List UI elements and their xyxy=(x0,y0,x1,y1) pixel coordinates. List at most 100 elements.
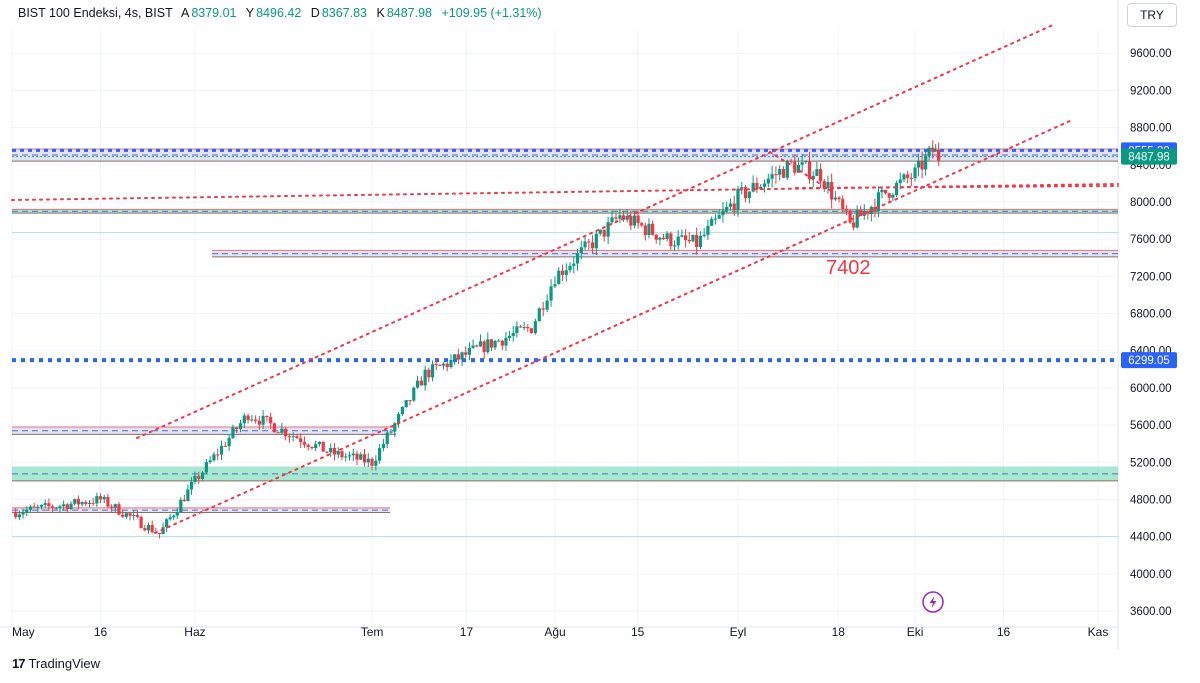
candle-body xyxy=(482,341,486,353)
candle-body xyxy=(95,496,99,504)
candle-body xyxy=(150,525,154,533)
time-tick-label: Ağu xyxy=(544,625,565,639)
candle-body xyxy=(415,380,420,388)
candle-body xyxy=(728,203,733,207)
candle-body xyxy=(770,174,774,179)
price-tag-bg xyxy=(1121,352,1177,369)
candle-body xyxy=(489,339,494,348)
candle-body xyxy=(393,423,397,432)
time-tick-label: Tem xyxy=(361,625,384,639)
candle-body xyxy=(385,432,389,445)
candle-body xyxy=(740,187,744,189)
candle-body xyxy=(404,400,408,408)
candle-body xyxy=(602,229,606,237)
candle-body xyxy=(146,525,151,531)
candle-body xyxy=(427,369,431,378)
time-tick-label: 17 xyxy=(460,625,474,639)
candle-body xyxy=(564,270,568,275)
candle-body xyxy=(17,514,21,518)
tradingview-brand[interactable]: 17 TradingView xyxy=(12,656,100,671)
candle-body xyxy=(464,352,468,355)
candle-body xyxy=(781,169,786,178)
candle-body xyxy=(774,174,778,176)
high-value: 8496.42 xyxy=(256,6,302,20)
candle-body xyxy=(208,460,212,463)
candle-body xyxy=(389,431,393,433)
candle-body xyxy=(643,225,647,236)
candle-body xyxy=(891,194,895,198)
time-tick-label: 15 xyxy=(631,625,645,639)
candle-body xyxy=(614,217,618,219)
candle-body xyxy=(43,503,47,505)
candle-body xyxy=(654,234,658,240)
price-tick-label: 6000.00 xyxy=(1130,383,1172,395)
time-tick-label: Haz xyxy=(184,625,205,639)
candle-body xyxy=(91,502,95,504)
candle-body xyxy=(381,444,386,449)
candle-body xyxy=(583,241,587,248)
price-tag-bg xyxy=(1121,148,1177,165)
candle-body xyxy=(759,186,763,190)
candle-body xyxy=(778,169,782,175)
price-axis[interactable]: 9600.009200.008800.008400.008000.007600.… xyxy=(1130,48,1172,618)
candle-body xyxy=(541,308,545,310)
candle-body xyxy=(175,512,179,516)
candle-body xyxy=(804,161,808,163)
candle-body xyxy=(32,506,36,508)
candle-body xyxy=(197,475,201,479)
candle-body xyxy=(636,215,640,224)
candle-body xyxy=(866,211,870,215)
candle-body xyxy=(219,445,224,455)
candle-body xyxy=(58,506,62,508)
candle-body xyxy=(647,223,651,236)
candle-body xyxy=(549,286,553,301)
candle-body xyxy=(721,210,725,216)
candle-body xyxy=(172,515,176,518)
candle-body xyxy=(511,332,515,336)
candle-body xyxy=(257,420,261,425)
candle-body xyxy=(325,451,329,453)
candle-body xyxy=(640,223,644,226)
candle-body xyxy=(710,219,714,226)
candle-body xyxy=(39,504,44,507)
zone-band xyxy=(12,507,390,513)
candle-body xyxy=(883,189,888,194)
candle-body xyxy=(73,498,77,504)
candle-body xyxy=(800,162,804,165)
trend-line xyxy=(154,119,1073,534)
candle-body xyxy=(610,217,614,223)
candle-body xyxy=(500,340,504,346)
candle-body xyxy=(441,363,446,366)
candle-body xyxy=(665,233,669,240)
price-tick-label: 8800.00 xyxy=(1130,123,1172,135)
time-tick-label: Kas xyxy=(1088,625,1109,639)
candle-body xyxy=(76,498,80,505)
candle-body xyxy=(880,189,884,193)
price-tick-label: 9200.00 xyxy=(1130,85,1172,97)
candle-body xyxy=(747,191,751,199)
trend-lines xyxy=(11,23,1119,534)
candle-body xyxy=(743,187,748,199)
candle-body xyxy=(651,223,655,235)
currency-selector[interactable]: TRY xyxy=(1127,3,1177,27)
candle-body xyxy=(815,169,819,176)
symbol-legend: BIST 100 Endeksi, 4s, BIST A 8379.01 Y 849… xyxy=(18,6,548,20)
candle-body xyxy=(504,337,508,346)
candle-body xyxy=(453,354,457,360)
candle-body xyxy=(80,502,84,505)
candle-body xyxy=(909,177,913,179)
price-tick-label: 9600.00 xyxy=(1130,48,1172,60)
candle-body xyxy=(625,215,629,220)
candle-body xyxy=(347,455,352,457)
lightning-icon[interactable] xyxy=(922,591,944,613)
candle-body xyxy=(518,326,523,328)
trend-line xyxy=(795,185,1119,189)
candle-body xyxy=(434,364,438,366)
time-axis[interactable]: May 16 Haz Tem 17 Ağu 15 Eyl 18 Eki 16 Kas xyxy=(12,625,1108,639)
candle-body xyxy=(859,210,863,216)
time-tick-label: 16 xyxy=(997,625,1011,639)
candle-body xyxy=(522,327,526,329)
candle-body xyxy=(629,215,633,226)
